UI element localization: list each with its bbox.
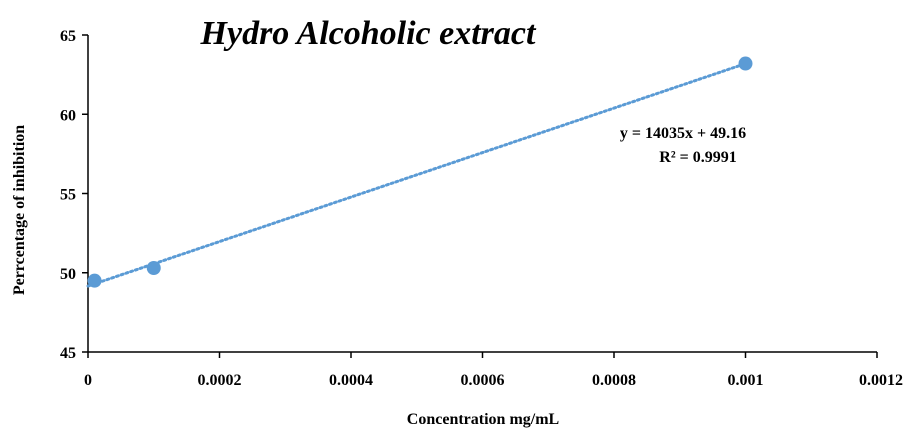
y-axis-title: Perrcentage of inhibition (11, 125, 28, 295)
trendline-equation: y = 14035x + 49.16 (620, 125, 746, 142)
trendline-group (86, 62, 747, 288)
x-tick-label: 0.0012 (859, 372, 903, 389)
axes (82, 34, 878, 358)
y-tick-label: 50 (60, 266, 76, 283)
y-tick-labels: 45 50 55 60 65 (60, 28, 76, 362)
x-tick-label: 0.001 (728, 372, 764, 389)
data-point (146, 260, 161, 275)
y-tick-label: 45 (60, 345, 76, 362)
r-squared-label: R² = 0.9991 (659, 149, 736, 166)
x-tick-label: 0 (84, 372, 92, 389)
data-points (87, 56, 753, 288)
data-point (87, 273, 102, 288)
x-tick-label: 0.0006 (461, 372, 505, 389)
y-tick-label: 60 (60, 107, 76, 124)
x-axis-title: Concentration mg/mL (407, 411, 559, 428)
x-tick-label: 0.0002 (198, 372, 242, 389)
x-tick-label: 0.0004 (329, 372, 373, 389)
chart-title: Hydro Alcoholic extract (200, 15, 537, 52)
data-point (738, 56, 753, 71)
trendline (86, 62, 747, 288)
y-tick-label: 65 (60, 28, 76, 45)
x-tick-labels: 0 0.0002 0.0004 0.0006 0.0008 0.001 0.0012 (84, 372, 903, 389)
x-tick-label: 0.0008 (592, 372, 636, 389)
y-tick-label: 55 (60, 187, 76, 204)
